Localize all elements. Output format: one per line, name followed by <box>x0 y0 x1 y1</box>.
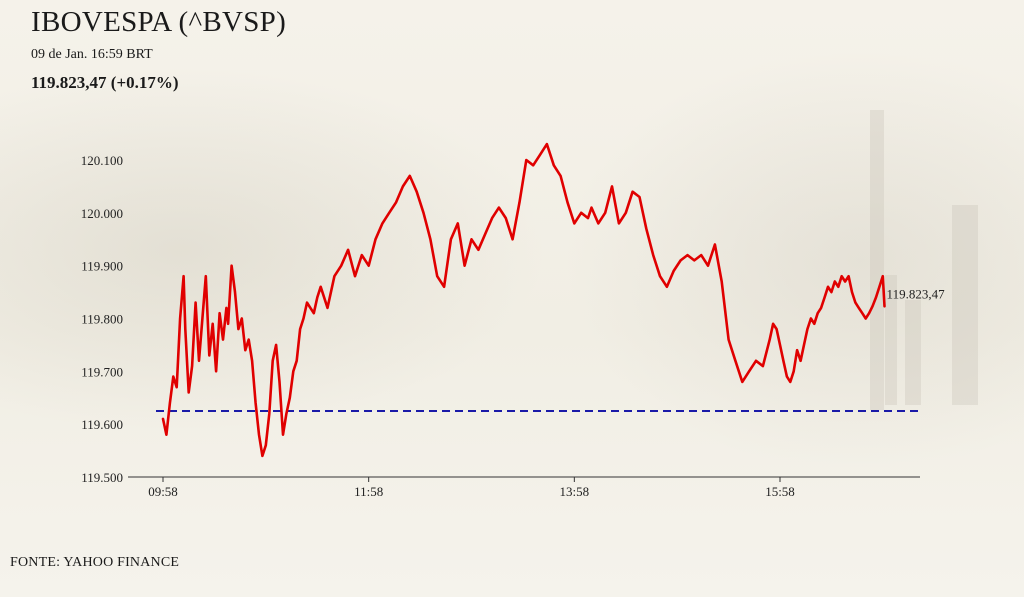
y-tick-label: 119.700 <box>81 364 123 379</box>
chart-title: IBOVESPA (^BVSP) <box>31 6 287 38</box>
background-bar-decoration <box>952 205 978 405</box>
source-note: FONTE: YAHOO FINANCE <box>10 555 180 570</box>
y-tick-label: 119.600 <box>81 417 123 432</box>
series-line <box>161 142 886 458</box>
y-tick-label: 119.900 <box>81 259 123 274</box>
background-bar-decoration <box>905 300 921 405</box>
background-bar-decoration <box>885 275 897 405</box>
y-tick-label: 119.800 <box>81 312 123 327</box>
x-tick-label: 13:58 <box>560 484 590 499</box>
x-tick-label: 15:58 <box>765 484 795 499</box>
last-value-label: 119.823,47 <box>887 286 946 301</box>
x-tick-label: 11:58 <box>354 484 383 499</box>
x-tick-label: 09:58 <box>148 484 178 499</box>
y-tick-label: 120.100 <box>81 153 123 168</box>
current-quote: 119.823,47 (+0.17%) <box>31 73 179 92</box>
y-tick-label: 120.000 <box>81 206 123 221</box>
background-bar-decoration <box>870 110 884 410</box>
timestamp-label: 09 de Jan. 16:59 BRT <box>31 47 153 62</box>
y-tick-label: 119.500 <box>81 470 123 485</box>
